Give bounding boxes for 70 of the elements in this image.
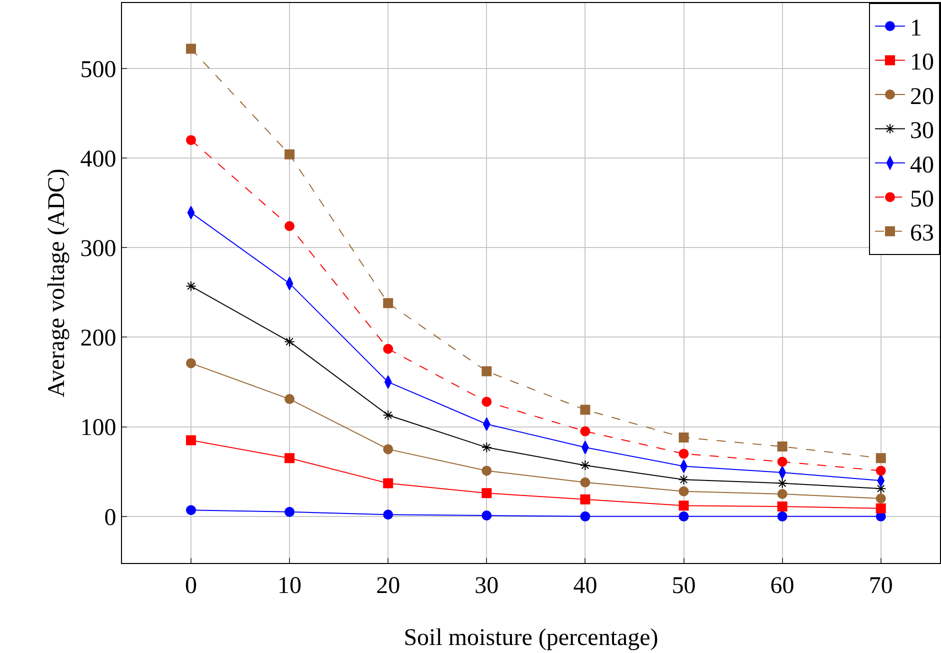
point — [580, 460, 590, 471]
legend-label: 20 — [910, 84, 934, 110]
y-tick-label: 500 — [80, 56, 116, 83]
point — [777, 511, 788, 522]
x-tick-label: 20 — [376, 572, 400, 599]
point — [678, 432, 689, 443]
point — [284, 336, 295, 347]
x-axis-title: Soil moisture (percentage) — [404, 625, 658, 651]
x-tick-label: 40 — [573, 572, 598, 599]
x-tick-label: 70 — [868, 572, 893, 599]
y-tick-label: 100 — [80, 415, 116, 442]
x-tick-label: 0 — [184, 572, 197, 599]
point — [284, 453, 295, 464]
point — [580, 404, 590, 415]
point — [678, 500, 689, 511]
point — [284, 394, 295, 404]
point — [186, 280, 196, 292]
point — [186, 505, 196, 516]
point — [284, 506, 295, 517]
point — [876, 453, 886, 464]
point — [580, 426, 590, 436]
point — [284, 221, 295, 232]
point — [777, 502, 788, 512]
point — [777, 478, 788, 489]
point — [383, 444, 394, 454]
point — [876, 493, 886, 504]
point — [876, 483, 886, 494]
point — [383, 510, 394, 520]
point — [580, 477, 590, 488]
x-tick-label: 60 — [770, 572, 794, 599]
y-axis-title: Average voltage (ADC) — [44, 168, 70, 398]
point — [678, 511, 689, 522]
point — [678, 448, 689, 459]
point — [580, 511, 590, 522]
y-tick-label: 0 — [104, 504, 116, 531]
point — [580, 494, 590, 504]
point — [481, 442, 492, 453]
legend-label: 63 — [910, 220, 934, 247]
point — [876, 503, 886, 514]
point — [284, 149, 295, 160]
point — [482, 488, 492, 498]
point — [777, 442, 788, 452]
y-tick-label: 200 — [80, 326, 116, 352]
point — [876, 466, 886, 476]
point — [186, 358, 196, 368]
x-tick-label: 50 — [672, 572, 696, 599]
point — [186, 135, 196, 146]
point — [383, 344, 394, 354]
point — [777, 489, 788, 500]
legend-label: 40 — [910, 152, 934, 178]
point — [186, 435, 196, 446]
point — [777, 456, 788, 467]
point — [482, 510, 492, 521]
y-tick-label: 400 — [80, 146, 116, 172]
legend-label: 30 — [910, 118, 934, 144]
legend-label: 10 — [910, 50, 934, 76]
point — [383, 298, 394, 308]
x-tick-label: 30 — [474, 572, 499, 599]
point — [482, 466, 492, 476]
point — [482, 366, 492, 376]
legend-label: 1 — [910, 15, 922, 42]
point — [382, 410, 394, 420]
y-tick-label: 300 — [80, 236, 116, 262]
legend-label: 50 — [910, 186, 934, 212]
x-tick-label: 10 — [278, 572, 302, 599]
point — [482, 396, 492, 407]
point — [678, 486, 689, 496]
point — [678, 474, 690, 485]
point — [186, 44, 196, 54]
point — [383, 478, 394, 488]
